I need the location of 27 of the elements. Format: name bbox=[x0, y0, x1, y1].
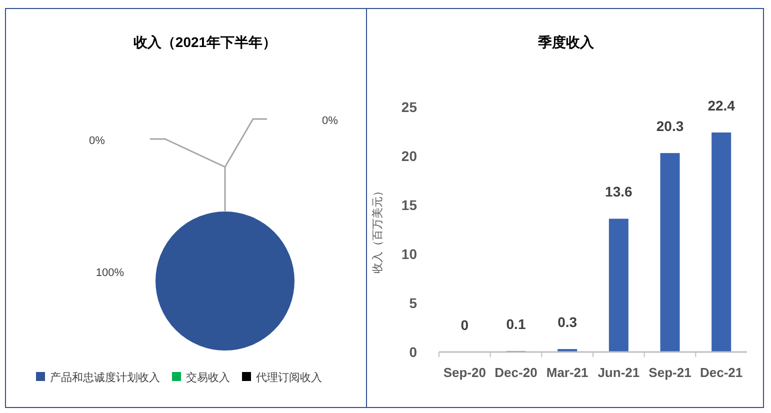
x-tick-label: Sep-20 bbox=[443, 365, 486, 380]
text: 0% bbox=[89, 135, 105, 147]
chart-title: 收入（2021年下半年） bbox=[133, 34, 277, 50]
data-label: 22.4 bbox=[708, 97, 736, 114]
data-label: 100% bbox=[96, 267, 124, 279]
y-tick-label: 20 bbox=[401, 148, 418, 164]
legend-label: 产品和忠诚度计划收入 bbox=[50, 371, 160, 384]
data-label: 0 bbox=[460, 317, 469, 333]
y-tick-label: 5 bbox=[409, 295, 418, 311]
data-label: 0.3 bbox=[558, 314, 578, 330]
y-tick-label: 25 bbox=[401, 99, 418, 115]
data-label: 20.3 bbox=[656, 118, 684, 134]
y-tick-label: 0 bbox=[409, 344, 418, 360]
data-label: 13.6 bbox=[605, 184, 633, 200]
x-tick-label: Mar-21 bbox=[546, 365, 588, 380]
x-tick-label: Jun-21 bbox=[598, 365, 640, 380]
x-tick-label: Sep-21 bbox=[648, 365, 692, 380]
legend-label: 交易收入 bbox=[186, 371, 230, 384]
x-tick-label: Dec-20 bbox=[494, 365, 538, 380]
legend-label: 代理订阅收入 bbox=[255, 371, 322, 384]
data-label: 0.1 bbox=[506, 316, 526, 332]
y-axis-title: 收入（百万美元） bbox=[371, 186, 384, 274]
y-tick-label: 15 bbox=[401, 197, 418, 213]
text: 0% bbox=[322, 115, 338, 127]
y-tick-label: 10 bbox=[401, 246, 418, 262]
chart-title: 季度收入 bbox=[537, 34, 595, 50]
x-tick-label: Dec-21 bbox=[700, 365, 743, 380]
